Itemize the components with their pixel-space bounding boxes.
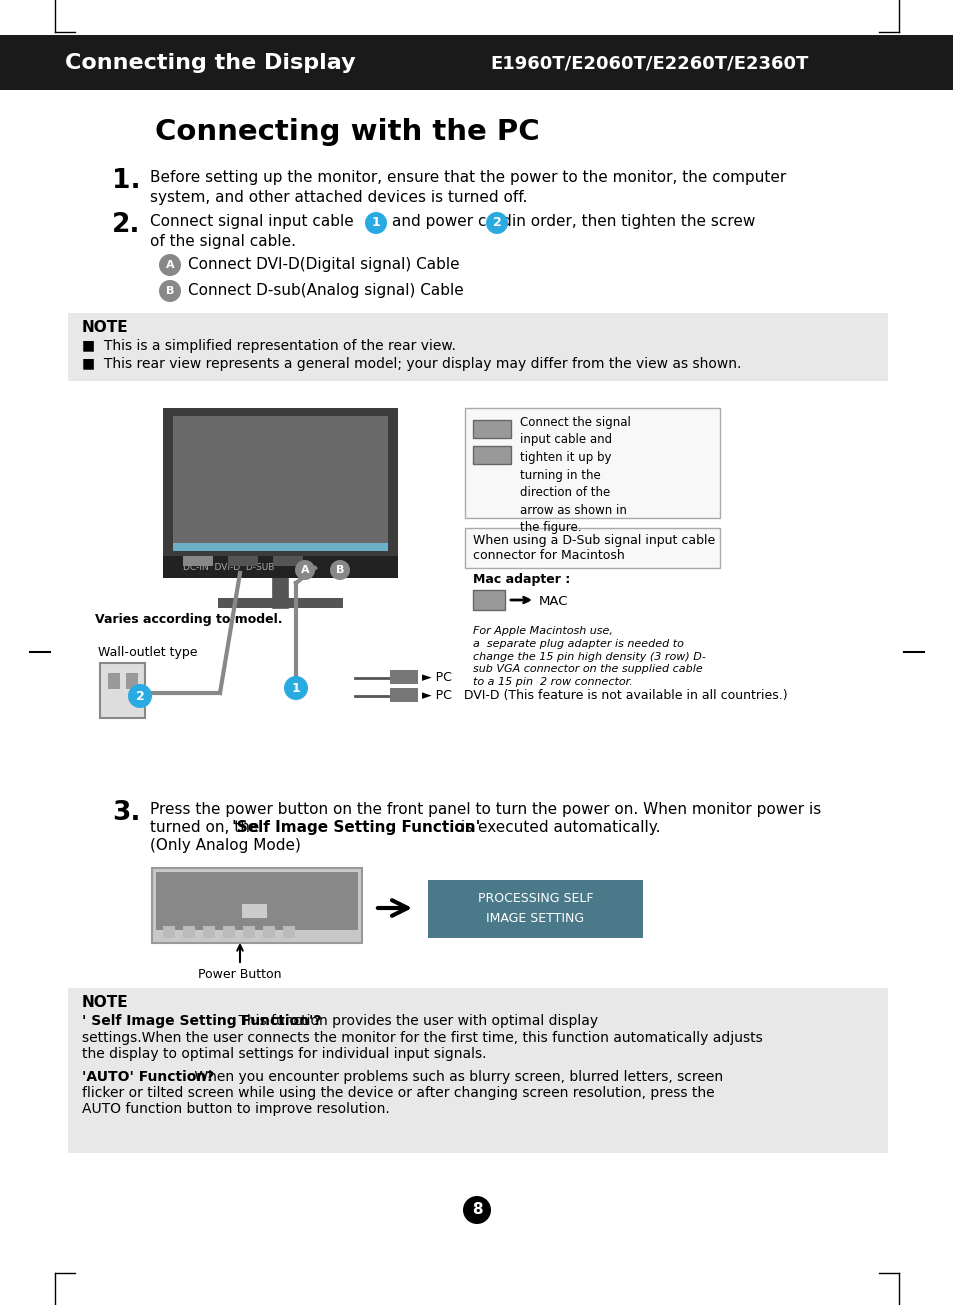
Text: This function provides the user with optimal display: This function provides the user with opt… [233,1014,598,1028]
Bar [68,988,887,1154]
Bar [283,927,294,938]
Text: NOTE: NOTE [82,994,129,1010]
Text: 1: 1 [372,217,380,230]
Text: 8: 8 [471,1202,482,1218]
Text: When you encounter problems such as blurry screen, blurred letters, screen: When you encounter problems such as blur… [190,1070,722,1084]
Bar [0,35,953,90]
Bar [464,529,720,568]
Text: NOTE: NOTE [82,320,129,335]
Bar [172,543,388,551]
Text: 1: 1 [292,681,300,694]
Bar [183,556,213,566]
Circle shape [485,211,507,234]
Bar [263,927,274,938]
Text: settings.When the user connects the monitor for the first time, this function au: settings.When the user connects the moni… [82,1031,762,1045]
Bar [242,904,267,917]
Circle shape [462,1195,491,1224]
Text: in order, then tighten the screw: in order, then tighten the screw [512,214,755,228]
Text: is executed automatically.: is executed automatically. [456,820,659,835]
Circle shape [284,676,308,699]
Text: 2: 2 [135,689,144,702]
Circle shape [294,560,314,579]
Text: Mac adapter :: Mac adapter : [473,573,570,586]
Text: Power Button: Power Button [198,968,281,981]
Bar [218,598,343,608]
Text: B: B [166,286,174,296]
Text: B: B [335,565,344,576]
Text: 3.: 3. [112,800,140,826]
Text: (Only Analog Mode): (Only Analog Mode) [150,838,300,853]
Bar [473,590,504,609]
Bar [473,446,511,465]
Text: flicker or tilted screen while using the device or after changing screen resolut: flicker or tilted screen while using the… [82,1086,714,1100]
Bar [428,880,642,938]
Text: turned on, the: turned on, the [150,820,264,835]
Text: Before setting up the monitor, ensure that the power to the monitor, the compute: Before setting up the monitor, ensure th… [150,170,785,185]
Text: When using a D-Sub signal input cable
connector for Macintosh: When using a D-Sub signal input cable co… [473,534,715,562]
Text: and power cord: and power cord [392,214,511,228]
Bar [68,313,887,381]
Circle shape [128,684,152,709]
Text: system, and other attached devices is turned off.: system, and other attached devices is tu… [150,191,527,205]
Text: Connect signal input cable: Connect signal input cable [150,214,354,228]
Text: DC-IN  DVI-D  D-SUB: DC-IN DVI-D D-SUB [183,564,274,573]
Bar [163,556,397,578]
Bar [108,673,120,689]
Text: Press the power button on the front panel to turn the power on. When monitor pow: Press the power button on the front pane… [150,803,821,817]
Bar [243,927,254,938]
Bar [172,416,388,551]
Text: For Apple Macintosh use,
a  separate plug adapter is needed to
change the 15 pin: For Apple Macintosh use, a separate plug… [473,626,705,688]
Text: 2.: 2. [112,211,140,238]
Text: 'AUTO' Function?: 'AUTO' Function? [82,1070,214,1084]
Bar [156,872,357,930]
Bar [473,420,511,438]
Bar [203,927,214,938]
Text: 1.: 1. [112,168,140,194]
Text: ■  This rear view represents a general model; your display may differ from the v: ■ This rear view represents a general mo… [82,358,740,371]
Text: ' Self Image Setting Function'?: ' Self Image Setting Function'? [82,1014,321,1028]
Bar [228,556,257,566]
Bar [473,446,511,465]
Text: MAC: MAC [538,595,568,608]
Bar [273,556,303,566]
Circle shape [159,281,181,301]
Bar [390,688,417,702]
Bar [464,408,720,518]
Text: Connect D-sub(Analog signal) Cable: Connect D-sub(Analog signal) Cable [188,283,463,298]
Bar [163,927,174,938]
Text: Connect the signal
input cable and
tighten it up by
turning in the
direction of : Connect the signal input cable and tight… [519,416,630,534]
Text: Wall-outlet type: Wall-outlet type [98,646,197,659]
Bar [473,590,504,609]
Bar [100,663,145,718]
Circle shape [365,211,387,234]
Circle shape [330,560,350,579]
Text: Connecting the Display: Connecting the Display [65,54,355,73]
Text: A: A [166,260,174,270]
Text: ► PC: ► PC [421,671,452,684]
Text: ► PC   DVI-D (This feature is not available in all countries.): ► PC DVI-D (This feature is not availabl… [421,689,787,702]
Text: Connecting with the PC: Connecting with the PC [154,117,539,146]
Bar [390,669,417,684]
Bar [152,868,361,944]
Circle shape [159,254,181,275]
Text: PROCESSING SELF: PROCESSING SELF [477,891,593,904]
Bar [163,408,397,578]
Bar [126,673,138,689]
Text: Connect DVI-D(Digital signal) Cable: Connect DVI-D(Digital signal) Cable [188,257,459,271]
Text: IMAGE SETTING: IMAGE SETTING [486,911,584,924]
Text: ■  This is a simplified representation of the rear view.: ■ This is a simplified representation of… [82,339,456,352]
Text: 2: 2 [492,217,501,230]
Text: AUTO function button to improve resolution.: AUTO function button to improve resoluti… [82,1101,390,1116]
Text: E1960T/E2060T/E2260T/E2360T: E1960T/E2060T/E2260T/E2360T [490,54,807,72]
Text: the display to optimal settings for individual input signals.: the display to optimal settings for indi… [82,1047,486,1061]
Bar [223,927,234,938]
Text: A: A [300,565,309,576]
Text: of the signal cable.: of the signal cable. [150,234,295,249]
Bar [473,420,511,438]
Bar [183,927,194,938]
Text: 'Self Image Setting Function': 'Self Image Setting Function' [232,820,480,835]
Text: Varies according to model.: Varies according to model. [95,613,282,626]
